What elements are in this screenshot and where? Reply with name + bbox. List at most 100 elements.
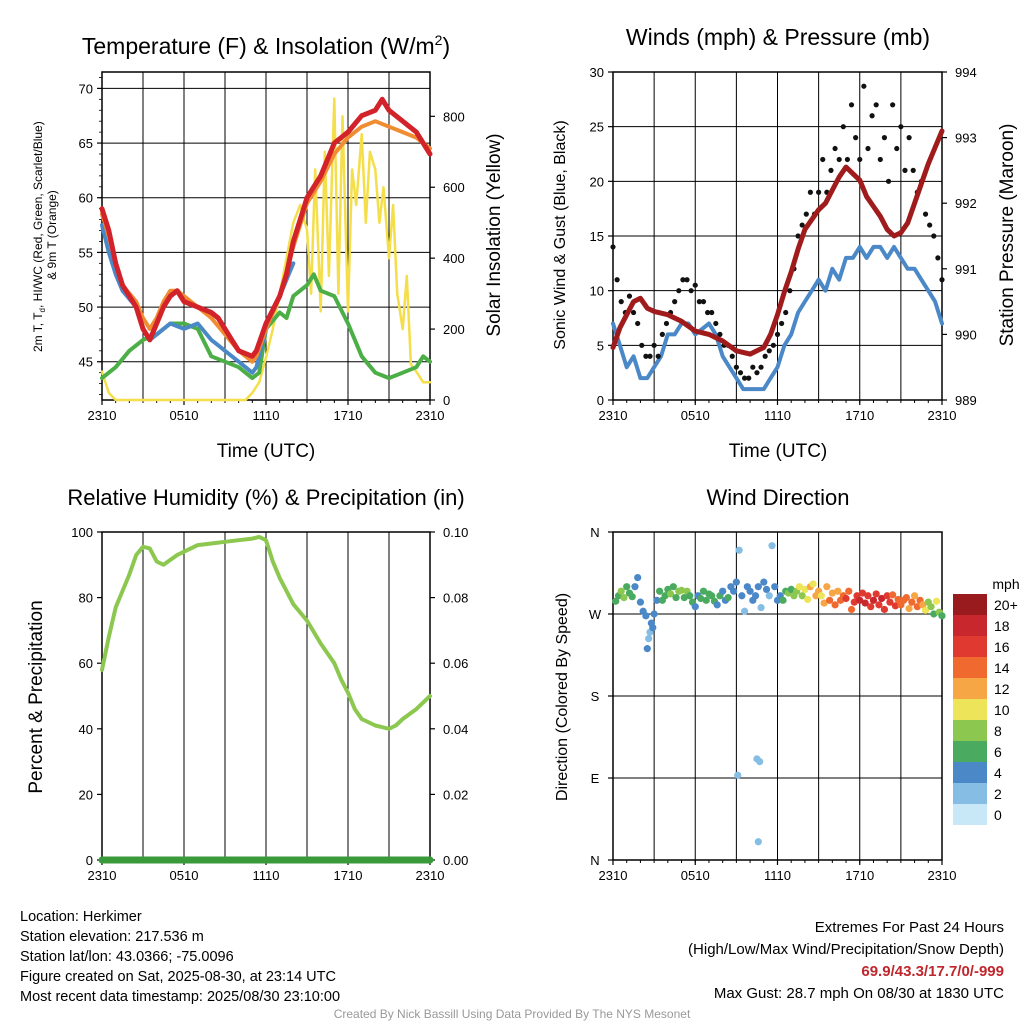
gust-point [626, 293, 633, 299]
y2-tick-label: 990 [955, 327, 977, 342]
y-tick-label: 80 [79, 591, 93, 606]
gust-point [713, 320, 719, 327]
y2-tick-label: 0.04 [443, 722, 468, 737]
gust-point [881, 135, 888, 141]
y-tick-label: E [591, 771, 600, 786]
series-relative-humidity [100, 534, 432, 731]
direction-point [927, 603, 935, 611]
gust-point [643, 353, 649, 359]
gust-point [630, 309, 637, 316]
y-tick-label: 50 [79, 300, 93, 315]
gust-point [877, 156, 883, 163]
x-tick-label: 1110 [253, 408, 280, 423]
gust-point [832, 145, 838, 152]
gust-point [869, 113, 875, 119]
gust-point [651, 342, 657, 348]
legend-label: 0 [994, 807, 1002, 823]
gust-point [861, 83, 867, 89]
direction-point [858, 589, 867, 597]
series-2m-t [99, 96, 433, 359]
legend-swatch [953, 678, 987, 699]
gust-point [803, 211, 809, 217]
gust-point [939, 277, 945, 283]
extremes-box: Extremes For Past 24 Hours (High/Low/Max… [688, 917, 1004, 1005]
temperature-title-main: Temperature (F) & Insolation (W/m [82, 33, 435, 59]
y-tick-label: 100 [71, 525, 93, 540]
winds-xlabel: Time (UTC) [729, 441, 828, 462]
gust-point [618, 299, 624, 305]
y-tick-label: 55 [79, 245, 93, 260]
humidity-panel: Relative Humidity (%) & Precipitation (i… [26, 485, 468, 883]
direction-point [735, 546, 743, 554]
legend-swatch [953, 762, 987, 783]
legend-swatch [953, 594, 987, 615]
direction-point [623, 583, 631, 591]
direction-point [649, 624, 657, 632]
x-tick-label: 1710 [845, 408, 874, 423]
x-tick-label: 2310 [599, 408, 628, 423]
recent-data-text: Most recent data timestamp: 2025/08/30 2… [20, 989, 341, 1005]
direction-point [672, 594, 680, 602]
gust-point [700, 299, 707, 305]
direction-point [910, 592, 919, 600]
direction-point [867, 603, 875, 611]
y-tick-label: 5 [597, 338, 604, 353]
gust-point [672, 299, 678, 305]
direction-point [620, 594, 628, 602]
wind-speed-legend: mph 20+ 18 16 14 12 10 8 6 4 2 0 [953, 576, 1020, 825]
direction-point [864, 592, 872, 600]
y2-tick-label: 989 [955, 393, 977, 408]
direction-point [757, 604, 765, 612]
direction-point [798, 592, 806, 600]
gust-point [639, 342, 645, 348]
gust-point [885, 178, 892, 184]
direction-point [653, 596, 661, 604]
gust-point [717, 331, 723, 337]
direction-point [730, 587, 738, 595]
gust-point [750, 364, 756, 370]
x-tick-label: 0510 [170, 408, 199, 423]
legend-label: 14 [994, 660, 1010, 676]
gust-point [873, 102, 879, 108]
direction-point [850, 598, 858, 606]
winds-ylabel: Sonic Wind & Gust (Blue, Black) [552, 120, 569, 349]
legend-label: 18 [994, 618, 1010, 634]
gust-point [614, 277, 620, 283]
gust-point [898, 124, 904, 130]
direction-point [617, 587, 625, 595]
x-tick-label: 0510 [170, 868, 199, 883]
direction-point [938, 612, 946, 620]
direction-point [894, 595, 902, 604]
direction-point [834, 587, 842, 595]
direction-point [771, 583, 779, 591]
legend-swatch [953, 699, 987, 720]
y-tick-label: 30 [590, 65, 604, 80]
direction-point [741, 607, 749, 615]
y-tick-label: 20 [590, 174, 604, 189]
legend-swatch [953, 804, 987, 825]
direction-point [768, 542, 776, 550]
gust-point [844, 156, 851, 163]
winds-y2label: Station Pressure (Maroon) [997, 124, 1018, 347]
y-tick-label: 0 [86, 853, 93, 868]
direction-point [902, 594, 910, 602]
legend-label: 16 [994, 639, 1010, 655]
direction-point [880, 605, 889, 614]
gust-point [655, 353, 661, 359]
gust-point [910, 167, 916, 173]
direction-point [919, 601, 927, 609]
gust-point [733, 364, 739, 370]
gust-point [799, 222, 805, 228]
direction-point [932, 597, 941, 605]
y-tick-label: 65 [79, 136, 93, 151]
winds-title: Winds (mph) & Pressure (mb) [626, 24, 930, 50]
direction-point [642, 612, 650, 620]
gust-point [840, 124, 846, 130]
gust-point [935, 255, 941, 261]
direction-point [756, 758, 764, 766]
direction-point [680, 594, 688, 602]
x-tick-label: 2310 [416, 868, 445, 883]
